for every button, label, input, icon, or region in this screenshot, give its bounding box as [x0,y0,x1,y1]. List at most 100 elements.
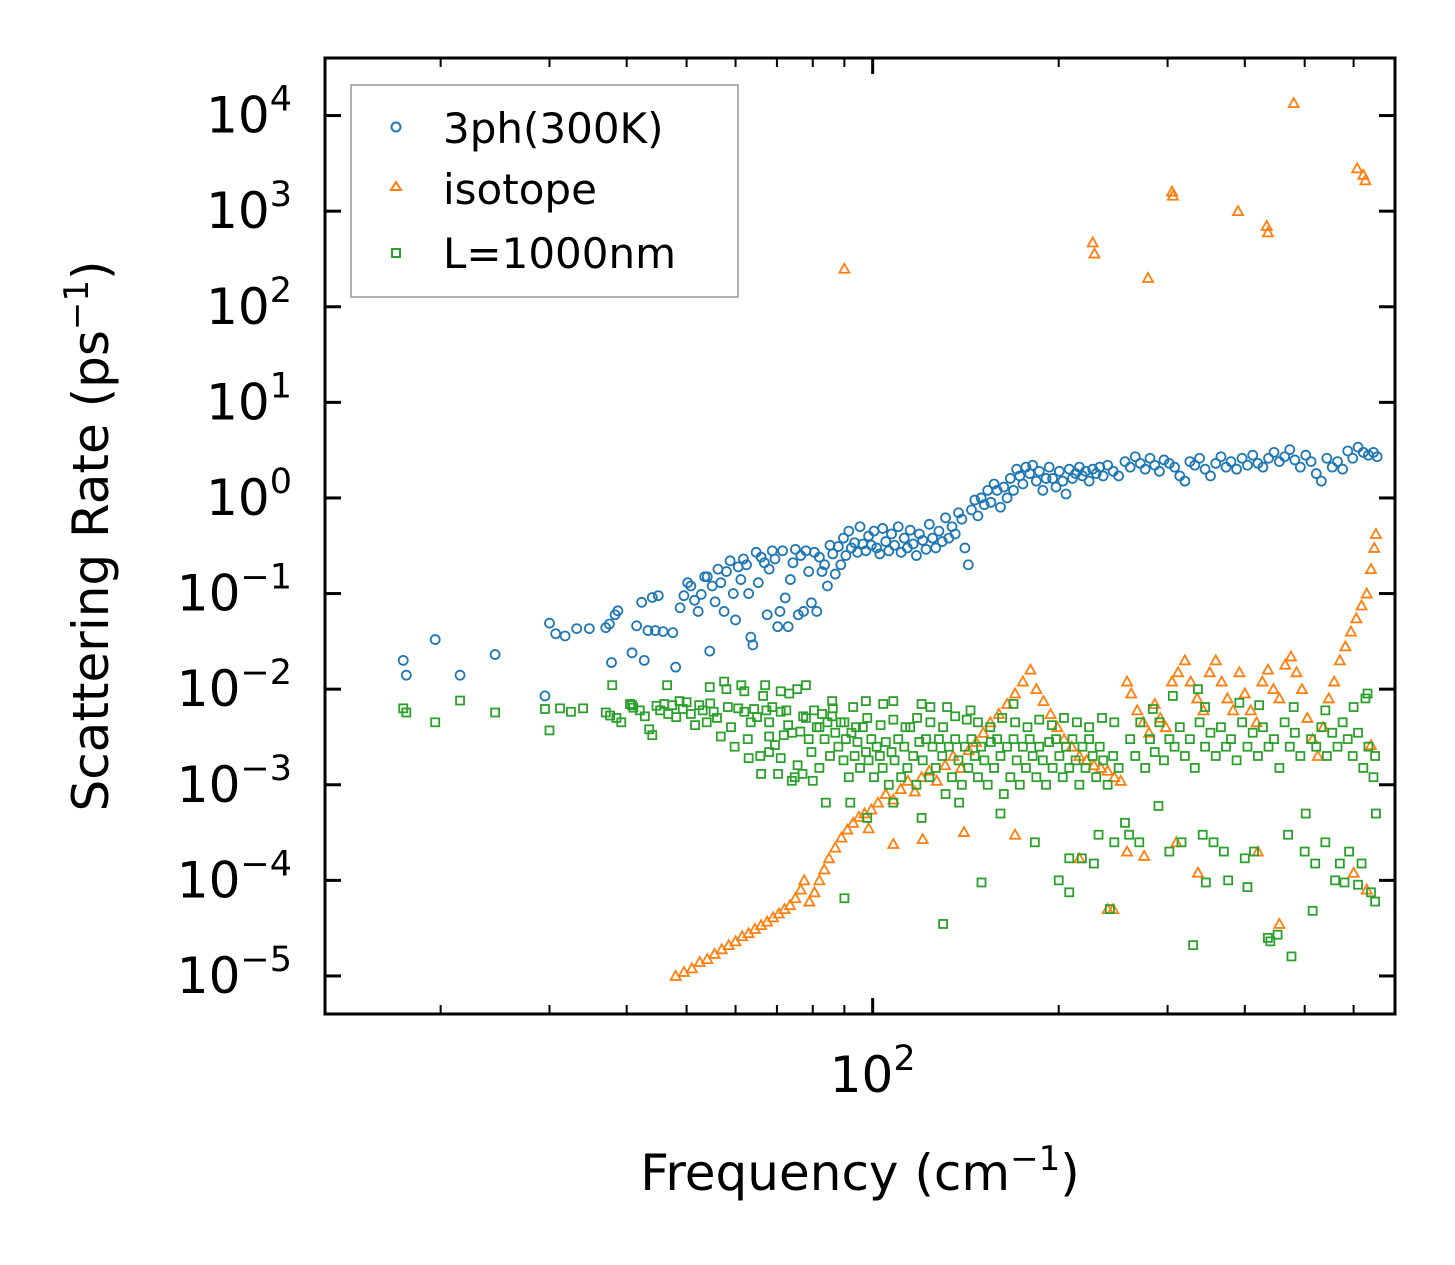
data-point-boundary [722,702,733,712]
data-point-3ph [1153,465,1165,477]
data-point-boundary [1153,801,1164,811]
data-point-3ph [1102,459,1114,471]
data-point-3ph [995,501,1006,513]
data-point-isotope [1165,674,1179,687]
data-point-3ph [816,566,828,577]
data-point-boundary [1332,741,1343,752]
data-point-boundary [1164,846,1175,857]
x-axis-label: Frequency (cm−1) [640,1139,1080,1202]
data-point-3ph [1242,459,1253,471]
data-point-boundary [739,706,750,717]
data-point-3ph [709,596,721,608]
data-point-boundary [797,768,808,779]
data-point-boundary [938,919,948,929]
data-point-isotope [1050,720,1064,733]
data-point-3ph [988,478,1000,490]
data-point-boundary [1254,700,1265,711]
legend: 3ph(300K) isotope L=1000nm [350,84,739,298]
data-point-boundary [566,706,576,717]
data-point-boundary [1054,751,1065,761]
y-tick-label-base: 10 [206,373,270,431]
data-point-boundary [712,713,722,723]
data-point-boundary [1197,829,1208,840]
data-point-3ph [612,605,624,617]
data-point-isotope [1231,204,1245,217]
data-point-3ph [670,661,682,673]
data-point-boundary [814,722,825,733]
data-point-boundary [1242,741,1253,752]
data-point-isotope [1209,653,1223,666]
data-point-boundary [947,772,957,783]
data-point-boundary [943,741,954,752]
data-point-3ph [571,623,583,634]
data-point-boundary [1252,751,1263,761]
data-point-3ph [927,532,938,544]
data-point-isotope [846,815,860,828]
data-point-boundary [1041,779,1051,790]
y-tick-label: 102 [206,271,292,336]
data-point-boundary [1247,727,1258,738]
data-point-boundary [961,714,972,725]
data-point-boundary [995,808,1006,819]
data-point-boundary [1104,904,1115,915]
data-point-3ph [1053,465,1065,477]
data-point-boundary [1334,858,1345,869]
data-point-isotope [1333,653,1347,666]
data-point-boundary [871,741,882,752]
data-point-boundary [1188,940,1199,951]
data-point-isotope [669,969,683,981]
data-point-boundary [817,709,827,719]
data-point-3ph [631,620,642,632]
data-point-3ph [860,545,872,557]
x-axis-label-sup: −1 [1010,1139,1060,1179]
data-point-boundary [863,755,874,766]
data-point-boundary [1057,772,1068,783]
data-point-3ph [1215,451,1227,463]
data-point-boundary [1193,684,1203,695]
data-point-boundary [963,763,974,773]
data-point-boundary [1371,808,1381,819]
data-point-boundary [758,691,769,701]
data-point-boundary [934,734,944,745]
data-point-boundary [764,717,775,728]
data-point-boundary [1088,858,1099,869]
data-point-3ph [920,543,932,555]
data-point-boundary [1070,755,1081,766]
data-point-boundary [1140,763,1151,773]
data-point-boundary [1017,741,1028,752]
data-point-3ph [1279,451,1291,463]
data-point-3ph [827,548,839,560]
data-point-boundary [1094,741,1105,752]
y-tick-label-base: 10 [206,278,270,336]
data-point-3ph [642,625,654,636]
data-point-boundary [916,813,927,823]
data-point-3ph [539,690,551,702]
data-point-boundary [1194,717,1205,728]
data-point-boundary [972,717,983,728]
y-tick-label-base: 10 [206,469,270,527]
data-point-3ph [1158,454,1170,466]
data-point-3ph [843,525,855,537]
data-point-3ph [1037,484,1049,496]
data-point-3ph [559,630,571,642]
data-point-isotope [797,873,811,886]
y-tick-label-base: 10 [177,565,241,623]
data-point-3ph [1027,459,1039,471]
data-point-3ph [1040,473,1052,484]
data-point-boundary [959,741,970,752]
data-point-3ph [761,609,773,621]
data-point-boundary [1008,734,1019,745]
data-point-boundary [1011,755,1022,766]
data-point-boundary [540,704,550,714]
data-point-boundary [1080,763,1091,773]
data-point-3ph [1050,481,1062,493]
data-point-boundary [736,680,747,691]
data-point-boundary [1299,846,1310,857]
data-point-3ph [1083,475,1095,487]
data-point-boundary [685,709,696,719]
data-point-boundary [1237,717,1247,728]
data-point-isotope [837,261,851,274]
data-point-3ph [652,590,664,602]
data-point-3ph [1263,452,1274,464]
